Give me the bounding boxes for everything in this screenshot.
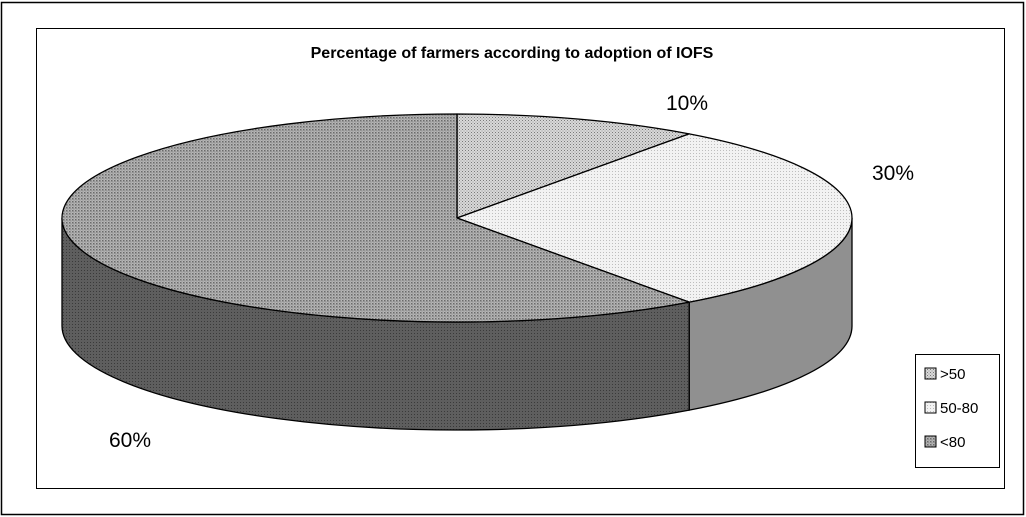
chart-area-border bbox=[36, 28, 1005, 489]
data-label-1: 30% bbox=[872, 162, 914, 185]
legend-swatch-1 bbox=[924, 401, 937, 414]
pie-slice-0 bbox=[456, 113, 690, 219]
pie-data-labels: 10% 30% 60% bbox=[109, 92, 914, 452]
legend-swatch-2 bbox=[924, 435, 937, 448]
legend-label-1: 50-80 bbox=[940, 400, 978, 417]
pie-slice-1 bbox=[456, 133, 853, 303]
data-label-0: 10% bbox=[666, 92, 708, 115]
pie-slice-2 bbox=[61, 113, 690, 323]
legend-label-2: <80 bbox=[940, 434, 965, 451]
legend-swatch-0 bbox=[924, 367, 937, 380]
legend: >50 50-80 <80 bbox=[915, 354, 1000, 468]
chart-title: Percentage of farmers according to adopt… bbox=[311, 45, 714, 62]
legend-label-0: >50 bbox=[940, 366, 965, 383]
data-label-2: 60% bbox=[109, 429, 151, 452]
pie-top bbox=[61, 113, 853, 323]
